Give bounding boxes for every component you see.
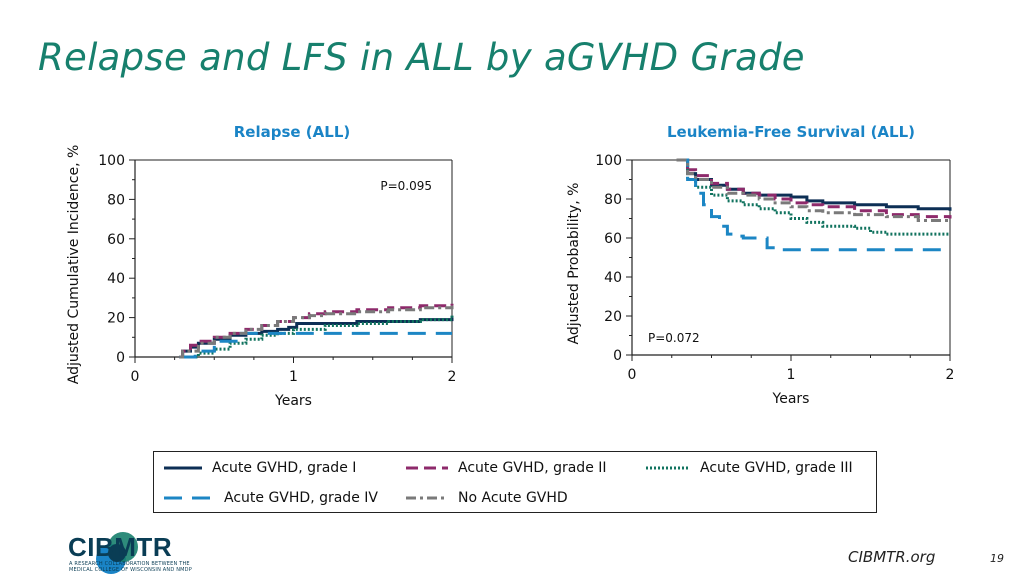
y-tick-label: 80 (604, 192, 622, 208)
x-tick-label: 2 (448, 369, 457, 385)
series-line-g2 (676, 158, 952, 219)
legend-label: Acute GVHD, grade IV (224, 490, 378, 506)
legend-label: Acute GVHD, grade II (458, 460, 607, 476)
series-line-none (179, 305, 454, 359)
lfs-chart: Leukemia-Free Survival (ALL)020406080100… (566, 123, 954, 407)
series-line-g4 (676, 158, 950, 252)
chart-title: Leukemia-Free Survival (ALL) (667, 123, 915, 141)
legend-item-grade-1: Acute GVHD, grade I (164, 460, 356, 476)
legend-swatch-dashed (406, 466, 448, 470)
x-tick-label: 1 (289, 369, 298, 385)
x-tick-label: 1 (787, 367, 796, 383)
legend-item-grade-4: Acute GVHD, grade IV (164, 490, 378, 506)
p-value-annotation: P=0.095 (380, 179, 432, 193)
x-tick-label: 2 (946, 367, 955, 383)
x-axis-label: Years (772, 391, 810, 407)
cibmtr-logo-icon (96, 532, 138, 574)
legend-swatch-dash-dot (406, 496, 448, 500)
chart-title: Relapse (ALL) (234, 123, 350, 141)
y-tick-label: 20 (107, 311, 125, 327)
y-tick-label: 80 (107, 192, 125, 208)
footer-website: CIBMTR.org (848, 548, 936, 566)
y-tick-label: 40 (604, 270, 622, 286)
legend-swatch-long-dash (164, 496, 214, 500)
x-tick-label: 0 (628, 367, 637, 383)
y-tick-label: 100 (98, 153, 125, 169)
y-tick-label: 40 (107, 271, 125, 287)
logo-wordmark: CIBMTR (68, 532, 173, 562)
y-tick-label: 60 (604, 231, 622, 247)
series-line-g4 (179, 331, 452, 359)
relapse-chart: Relapse (ALL) 0 20 40 60 80 100 0 1 2 Years Adjuste… (66, 123, 456, 409)
x-axis-label: Years (274, 393, 312, 409)
p-value-annotation: P=0.072 (648, 331, 700, 345)
legend-item-no-gvhd: No Acute GVHD (406, 490, 568, 506)
y-tick-label: 0 (613, 348, 622, 364)
y-tick-label: 0 (116, 350, 125, 366)
slide-title: Relapse and LFS in ALL by aGVHD Grade (38, 36, 805, 79)
y-tick-label: 20 (604, 309, 622, 325)
legend-item-grade-2: Acute GVHD, grade II (406, 460, 607, 476)
legend-swatch-solid (164, 466, 202, 470)
legend-label: No Acute GVHD (458, 490, 568, 506)
legend-label: Acute GVHD, grade III (700, 460, 853, 476)
page-number: 19 (990, 552, 1004, 565)
y-axis-label: Adjusted Cumulative Incidence, % (66, 145, 82, 385)
logo-subtitle: A RESEARCH COLLABORATION BETWEEN THE MED… (69, 561, 192, 573)
series-line-g3 (676, 158, 950, 236)
series-line-none (676, 158, 952, 223)
legend-item-grade-3: Acute GVHD, grade III (646, 460, 853, 476)
y-tick-label: 60 (107, 232, 125, 248)
legend-swatch-dotted (646, 466, 690, 470)
series-line-g1 (676, 158, 952, 211)
y-tick-label: 100 (595, 153, 622, 169)
chart-legend: Acute GVHD, grade I Acute GVHD, grade II… (153, 451, 877, 513)
legend-label: Acute GVHD, grade I (212, 460, 357, 476)
x-tick-label: 0 (131, 369, 140, 385)
y-axis-label: Adjusted Probability, % (566, 183, 582, 345)
